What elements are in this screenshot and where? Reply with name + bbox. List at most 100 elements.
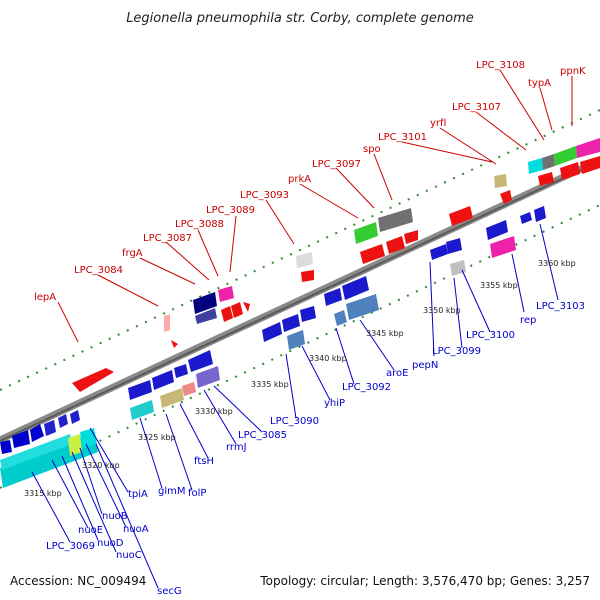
- gene-label-lpc3092: LPC_3092: [342, 382, 391, 393]
- gene-label-lpc3097: LPC_3097: [312, 159, 361, 170]
- feature-pepN-b: [446, 238, 462, 254]
- gene-label-lpc3099: LPC_3099: [432, 346, 481, 357]
- gene-label-lpc3069: LPC_3069: [46, 541, 95, 552]
- gene-label-ftsH: ftsH: [194, 456, 214, 467]
- feature-frgA: [171, 340, 178, 348]
- scale-label-3330: 3330 kbp: [195, 407, 233, 416]
- feature-lpc3103: [534, 206, 546, 222]
- feature-yrfI-b: [500, 190, 512, 204]
- gene-label-aroE: aroE: [386, 368, 408, 379]
- gene-label-lpc3090: LPC_3090: [270, 416, 319, 427]
- accession-text: Accession: NC_009494: [10, 574, 146, 588]
- feature-prkA: [354, 222, 378, 244]
- feature-nuoA: [12, 430, 30, 448]
- scale-label-3315: 3315 kbp: [24, 489, 62, 498]
- gene-label-nuoD: nuoD: [97, 538, 124, 549]
- gene-label-lpc3103: LPC_3103: [536, 301, 585, 312]
- feature-lpc3090-b: [282, 314, 300, 332]
- gene-label-spo: spo: [363, 144, 381, 155]
- gene-label-rep: rep: [520, 315, 536, 326]
- feature-lpc3107: [528, 158, 543, 174]
- feature-tpiA-b: [58, 414, 68, 428]
- feature-typA-b: [538, 172, 554, 186]
- feature-secG: [30, 424, 44, 442]
- gene-label-lepA: lepA: [34, 292, 56, 303]
- gene-label-glmM: glmM: [158, 486, 186, 497]
- feature-aroE: [334, 310, 347, 326]
- feature-lpc3097: [378, 208, 413, 232]
- feature-nuoC: [80, 428, 96, 448]
- scale-label-3360: 3360 kbp: [538, 259, 576, 268]
- feature-nuoD: [68, 434, 82, 456]
- feature-lpc3088b: [221, 306, 233, 322]
- gene-label-lpc3100: LPC_3100: [466, 330, 515, 341]
- feature-lpc3087b: [195, 308, 217, 324]
- gene-label-lpc3087: LPC_3087: [143, 233, 192, 244]
- feature-spo-c: [404, 230, 418, 244]
- feature-lpc3092-b: [342, 276, 369, 300]
- lower-scale-line: [0, 204, 600, 489]
- scale-label-3320: 3320 kbp: [82, 461, 120, 470]
- feature-lpc3090: [262, 322, 282, 342]
- forward-features: [72, 138, 600, 392]
- scale-label-3345: 3345 kbp: [366, 329, 404, 338]
- feature-rep: [490, 236, 516, 258]
- gene-label-lpc3093: LPC_3093: [240, 190, 289, 201]
- feature-lepA: [72, 368, 114, 392]
- gene-label-rrmJ: rrmJ: [226, 442, 247, 453]
- feature-lpc3088: [218, 286, 234, 302]
- gene-label-ppnK: ppnK: [560, 66, 586, 77]
- reverse-leaders: [31, 223, 559, 589]
- gene-label-prkA: prkA: [288, 174, 311, 185]
- gene-label-lpc3107: LPC_3107: [452, 102, 501, 113]
- feature-lpc3100: [486, 220, 508, 240]
- feature-lpc3089: [231, 302, 243, 318]
- feature-aroE-b: [346, 294, 379, 320]
- gene-label-nuoE: nuoE: [78, 525, 103, 536]
- feature-lpc3085: [182, 382, 196, 396]
- gene-label-yhiP: yhiP: [324, 398, 345, 409]
- feature-lpc3085-b: [196, 366, 220, 388]
- gene-label-lpc3089: LPC_3089: [206, 205, 255, 216]
- feature-pepN: [430, 244, 448, 260]
- upper-scale-line: [0, 109, 600, 391]
- forward-leaders: [57, 69, 573, 343]
- feature-nuoE: [0, 434, 72, 470]
- scale-label-3340: 3340 kbp: [309, 354, 347, 363]
- feature-spo-b: [386, 236, 405, 254]
- topology-text: Topology: circular; Length: 3,576,470 bp…: [259, 574, 590, 588]
- reverse-features: [0, 206, 546, 488]
- scale-label-3355: 3355 kbp: [480, 281, 518, 290]
- gene-label-pepN: pepN: [412, 360, 438, 371]
- gene-label-folP: folP: [188, 488, 206, 499]
- gene-label-yrfI: yrfI: [430, 118, 447, 129]
- scale-label-3350: 3350 kbp: [423, 306, 461, 315]
- gene-label-lpc3085: LPC_3085: [238, 430, 287, 441]
- gene-label-lpc3108: LPC_3108: [476, 60, 525, 71]
- feature-nuoB: [0, 440, 12, 454]
- scale-label-3335: 3335 kbp: [251, 380, 289, 389]
- feature-yhiP: [287, 330, 305, 350]
- feature-ppnK: [576, 138, 600, 158]
- feature-typA-c: [560, 162, 580, 180]
- feature-lpc3084: [164, 314, 170, 332]
- gene-label-nuoA: nuoA: [123, 524, 149, 535]
- feature-lpc3101: [449, 206, 473, 226]
- scale-label-3325: 3325 kbp: [138, 433, 176, 442]
- feature-lpc3087: [193, 292, 217, 314]
- feature-lpc3092: [324, 288, 342, 306]
- gene-label-secG: secG: [157, 586, 182, 597]
- feature-rep-b: [520, 212, 532, 224]
- gene-label-nuoB: nuoB: [102, 511, 128, 522]
- gene-label-lpc3101: LPC_3101: [378, 132, 427, 143]
- feature-ppnK-b: [580, 156, 600, 174]
- feature-rrmJ: [160, 388, 184, 408]
- gene-label-tpiA: tpiA: [128, 489, 148, 500]
- feature-ftsH-b: [130, 400, 154, 420]
- feature-typA: [554, 146, 577, 166]
- feature-lpc3089b: [243, 302, 250, 312]
- gene-label-typA: typA: [528, 78, 551, 89]
- feature-yrfI: [494, 174, 507, 188]
- gene-label-frgA: frgA: [122, 248, 143, 259]
